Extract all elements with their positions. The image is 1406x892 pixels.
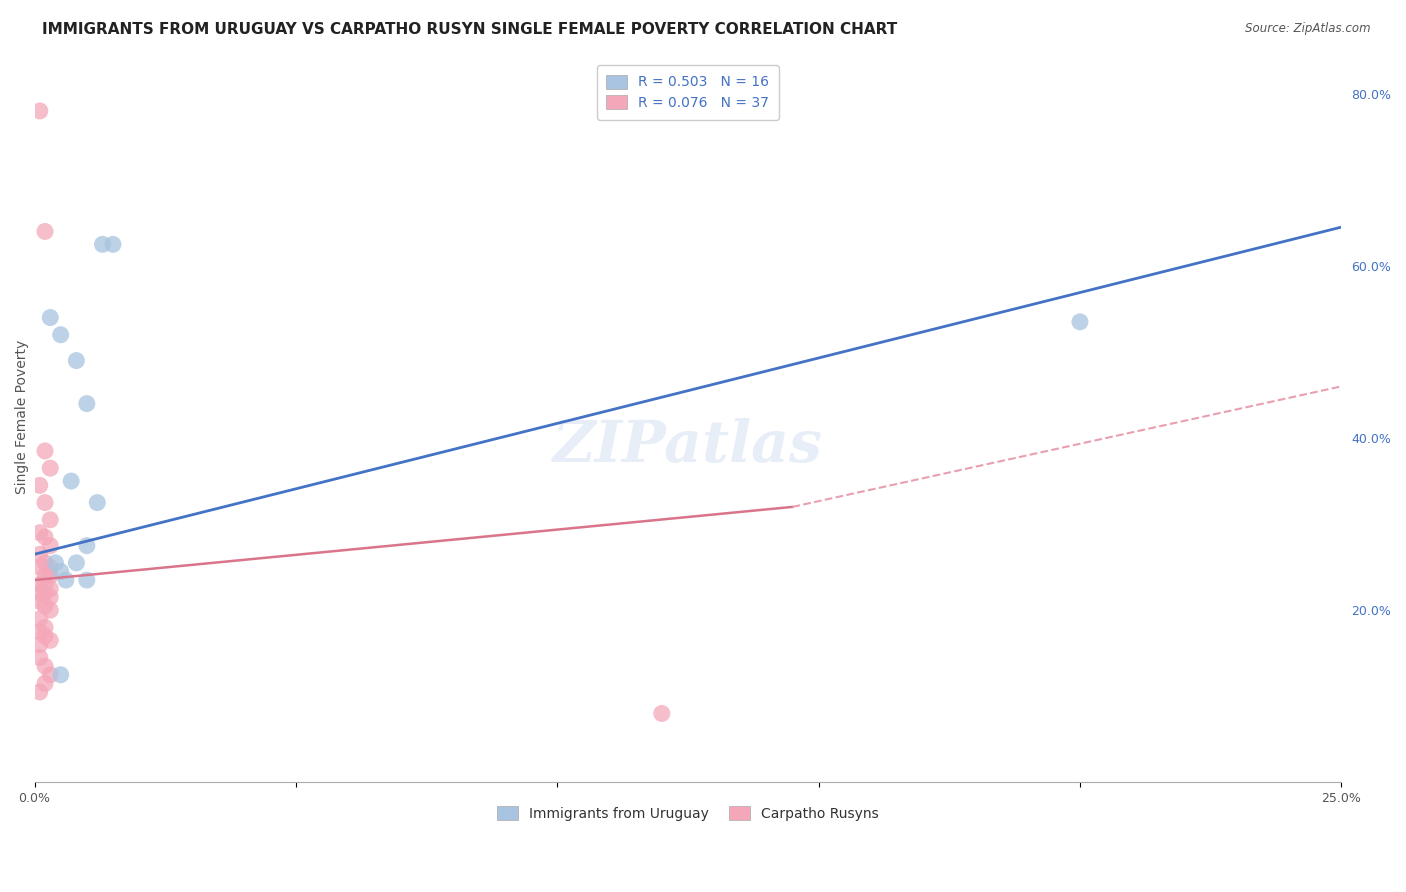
Point — [34, 676, 56, 690]
Point — [28, 685, 51, 699]
Point — [60, 474, 83, 488]
Point — [39, 667, 62, 681]
Point — [28, 594, 51, 608]
Point — [76, 573, 98, 587]
Point — [28, 478, 51, 492]
Point — [34, 577, 56, 591]
Text: IMMIGRANTS FROM URUGUAY VS CARPATHO RUSYN SINGLE FEMALE POVERTY CORRELATION CHAR: IMMIGRANTS FROM URUGUAY VS CARPATHO RUSY… — [42, 22, 897, 37]
Point — [39, 633, 62, 648]
Point — [34, 599, 56, 613]
Point — [34, 568, 56, 582]
Point — [101, 237, 124, 252]
Point — [39, 513, 62, 527]
Point — [28, 624, 51, 639]
Point — [28, 586, 51, 600]
Point — [28, 577, 51, 591]
Point — [28, 525, 51, 540]
Point — [34, 224, 56, 238]
Point — [34, 444, 56, 458]
Point — [39, 310, 62, 325]
Point — [76, 539, 98, 553]
Point — [49, 667, 72, 681]
Point — [34, 659, 56, 673]
Point — [28, 560, 51, 574]
Point — [39, 539, 62, 553]
Point — [39, 603, 62, 617]
Point — [39, 461, 62, 475]
Point — [34, 556, 56, 570]
Y-axis label: Single Female Poverty: Single Female Poverty — [15, 339, 30, 493]
Point — [34, 620, 56, 634]
Point — [28, 103, 51, 118]
Point — [86, 495, 108, 509]
Point — [91, 237, 114, 252]
Point — [76, 396, 98, 410]
Point — [49, 565, 72, 579]
Point — [39, 560, 62, 574]
Point — [1069, 315, 1091, 329]
Point — [39, 582, 62, 596]
Point — [44, 556, 66, 570]
Point — [34, 495, 56, 509]
Point — [34, 586, 56, 600]
Point — [65, 556, 87, 570]
Point — [28, 638, 51, 652]
Point — [651, 706, 673, 721]
Point — [55, 573, 77, 587]
Point — [39, 591, 62, 605]
Point — [65, 353, 87, 368]
Point — [28, 612, 51, 626]
Point — [34, 629, 56, 643]
Point — [39, 568, 62, 582]
Text: Source: ZipAtlas.com: Source: ZipAtlas.com — [1246, 22, 1371, 36]
Legend: Immigrants from Uruguay, Carpatho Rusyns: Immigrants from Uruguay, Carpatho Rusyns — [491, 801, 884, 827]
Point — [49, 327, 72, 342]
Point — [28, 650, 51, 665]
Point — [34, 530, 56, 544]
Point — [28, 547, 51, 561]
Text: ZIPatlas: ZIPatlas — [553, 417, 823, 474]
